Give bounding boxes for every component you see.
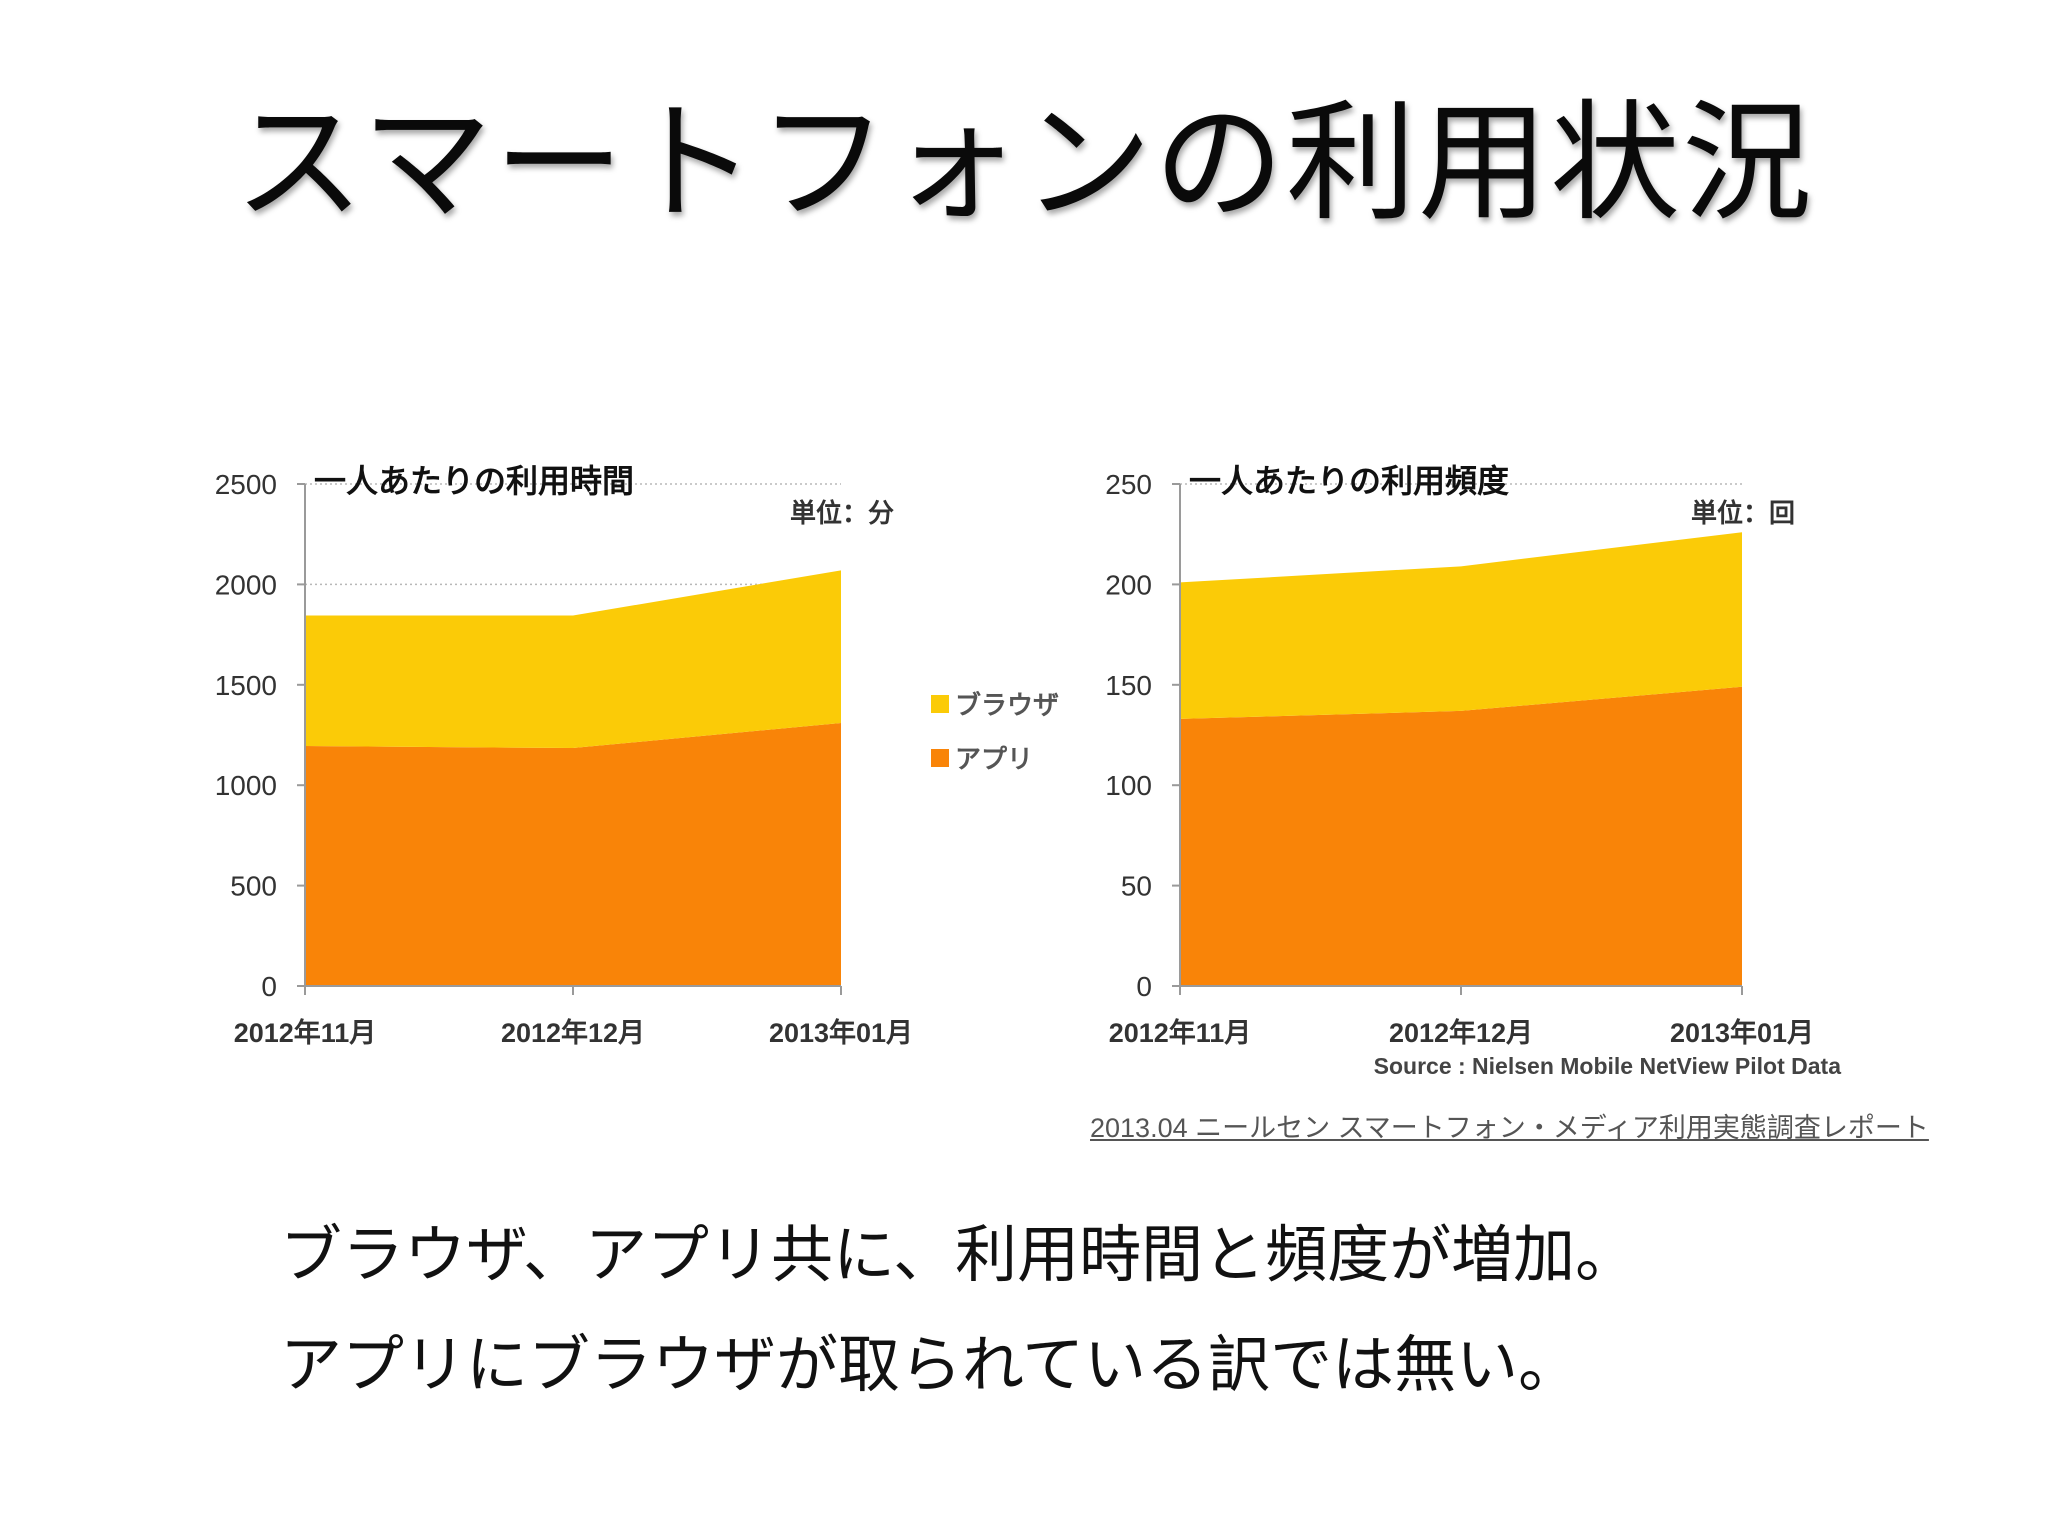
legend-label-1: アプリ [955,744,1033,774]
y-tick-label: 1500 [215,670,277,701]
x-tick-label: 2012年11月 [1109,1017,1252,1048]
unit-label: 単位：分 [790,498,894,528]
slide-title: スマートフォンの利用状況 [233,87,1815,239]
y-tick-label: 1000 [215,770,277,801]
chart-title: 一人あたりの利用時間 [314,463,634,499]
x-tick-label: 2013年01月 [769,1017,913,1048]
x-tick-label: 2013年01月 [1670,1017,1814,1048]
source-note: Source : Nielsen Mobile NetView Pilot Da… [1374,1053,1842,1079]
y-tick-label: 2000 [215,569,277,600]
y-tick-label: 500 [230,871,277,902]
chart-usage-time-svg: 0 500 1000 1500 2000 2500 2012年11月 2012年12月 2013… [215,463,1059,1048]
y-tick-label: 200 [1105,569,1152,600]
body-text: ブラウザ、アプリ共に、利用時間と頻度が増加。 アプリにブラウザが取られている訳で… [280,1200,1980,1420]
x-tick-label: 2012年12月 [1389,1017,1533,1048]
legend-swatch-2 [931,695,949,713]
area-series-2 [1180,532,1742,719]
y-tick-label: 250 [1105,469,1152,500]
y-tick-label: 50 [1121,871,1152,902]
y-tick-label: 2500 [215,469,277,500]
y-tick-label: 100 [1105,770,1152,801]
body-line-2: アプリにブラウザが取られている訳では無い。 [280,1328,1581,1401]
y-tick-label: 0 [1136,971,1152,1002]
legend-label-2: ブラウザ [955,690,1059,720]
x-tick-label: 2012年12月 [501,1017,645,1048]
chart-title: 一人あたりの利用頻度 [1189,463,1509,499]
area-series-1 [1180,686,1742,986]
y-tick-label: 150 [1105,670,1152,701]
chart-usage-frequency-svg: 0 50 100 150 200 250 2012年11月 2012年12月 2013年01月 一… [1105,463,1842,1079]
area-series-2 [305,570,841,749]
source-link[interactable]: 2013.04 ニールセン スマートフォン・メディア利用実態調査レポート [1090,1113,1929,1143]
x-tick-label: 2012年11月 [234,1017,377,1048]
unit-label: 単位：回 [1691,498,1795,528]
area-series-1 [305,722,841,986]
chart-usage-time: 0 500 1000 1500 2000 2500 2012年11月 2012年12月 2013… [188,440,1088,1100]
body-line-1: ブラウザ、アプリ共に、利用時間と頻度が増加。 [280,1218,1638,1291]
legend-swatch-1 [931,749,949,767]
y-tick-label: 0 [261,971,277,1002]
chart-usage-frequency: 0 50 100 150 200 250 2012年11月 2012年12月 2013年01月 一… [1085,440,1865,1100]
